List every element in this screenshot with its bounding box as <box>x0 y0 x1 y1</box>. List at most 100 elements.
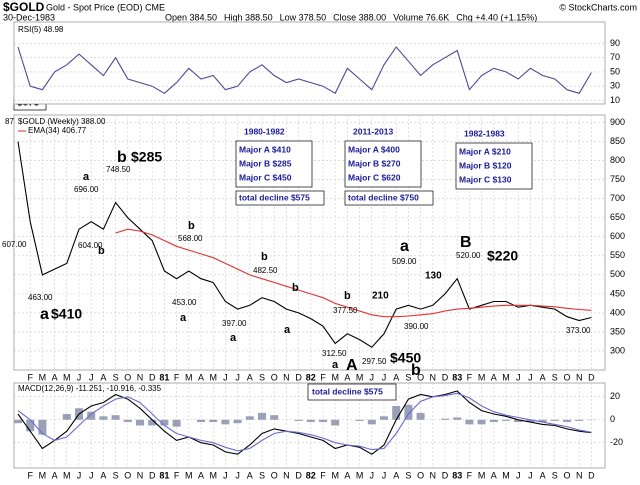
x-tick-label: 81 <box>159 470 169 480</box>
box <box>307 383 397 401</box>
box-line: Major B $285 <box>239 158 292 168</box>
y-tick-label: 800 <box>610 155 625 165</box>
x-tick-label: J <box>370 470 375 480</box>
y-tick-label: 900 <box>610 117 625 127</box>
x-tick-label: S <box>405 470 411 480</box>
x-tick-label: S <box>113 470 119 480</box>
y-tick-label: 300 <box>610 345 625 355</box>
histogram-bar <box>26 419 35 432</box>
histogram-bar <box>319 419 327 423</box>
y-tick-label: 750 <box>610 174 625 184</box>
legend-macd: MACD(12,26,9) -11.251, -10.916, -0.335 <box>18 384 162 393</box>
stat: Low 378.50 <box>280 12 327 22</box>
histogram-bar <box>575 419 584 421</box>
box-line: Major B $270 <box>348 158 401 168</box>
y-tick-label: 700 <box>610 193 625 203</box>
annotation: a <box>83 171 90 183</box>
x-tick-label: M <box>356 470 364 480</box>
annotation: 373.00 <box>566 326 591 335</box>
x-tick-label: M <box>209 470 217 480</box>
stat: Open 384.50 <box>165 12 217 22</box>
annotation: 509.00 <box>392 257 417 266</box>
series-line <box>17 392 592 452</box>
x-tick-label: J <box>235 372 240 382</box>
x-tick-label: N <box>430 372 437 382</box>
histogram-bar <box>14 419 22 424</box>
histogram-bar <box>136 419 144 426</box>
x-tick-label: A <box>393 470 399 480</box>
x-tick-label: J <box>223 372 228 382</box>
peak-partial: 87 <box>5 117 14 126</box>
x-tick-label: A <box>100 372 106 382</box>
y-tick-label: 90 <box>610 38 620 48</box>
annotation: b <box>344 290 351 302</box>
x-tick-label: J <box>382 470 387 480</box>
histogram-bar <box>550 419 559 421</box>
annotation: $220 <box>487 248 518 264</box>
x-tick-label: M <box>356 372 364 382</box>
y-tick-label: 400 <box>610 307 625 317</box>
x-tick-label: O <box>563 372 570 382</box>
histogram-bar <box>514 419 523 423</box>
x-tick-label: F <box>467 470 473 480</box>
x-tick-label: D <box>442 372 449 382</box>
histogram-bar <box>502 419 510 421</box>
symbol: $GOLD <box>3 0 45 14</box>
x-tick-label: M <box>39 470 47 480</box>
x-tick-label: 82 <box>306 470 316 480</box>
histogram-bar <box>465 419 474 425</box>
annotation: 453.00 <box>172 298 197 307</box>
x-tick-label: M <box>39 372 47 382</box>
x-tick-label: N <box>576 470 583 480</box>
stat: High 388.50 <box>224 12 273 22</box>
x-tick-label: 83 <box>452 470 462 480</box>
x-tick-label: J <box>370 372 375 382</box>
x-tick-label: N <box>576 372 583 382</box>
x-tick-label: J <box>77 470 82 480</box>
legend-price: $GOLD (Weekly) 388.00 <box>18 117 106 126</box>
histogram-bar <box>331 419 340 426</box>
box-line: Major C $620 <box>348 172 401 182</box>
histogram-bar <box>416 412 425 420</box>
box <box>344 140 422 188</box>
x-tick-label: M <box>502 372 510 382</box>
annotation: a <box>332 359 339 371</box>
histogram-bar <box>380 416 388 420</box>
stat: Volume 76.6K <box>393 12 449 22</box>
x-tick-label: N <box>137 372 144 382</box>
histogram-bar <box>538 419 547 423</box>
box-line: Major A $210 <box>459 146 511 156</box>
x-tick-label: O <box>271 372 278 382</box>
annotation: 568.00 <box>178 234 203 243</box>
stat: Chg +4.40 (+1.15%) <box>456 12 537 22</box>
annotation: 604.00 <box>78 241 103 250</box>
x-tick-label: A <box>491 470 497 480</box>
annotation: 397.00 <box>222 319 247 328</box>
x-tick-label: M <box>209 372 217 382</box>
annotation: 210 <box>372 291 389 302</box>
x-tick-label: M <box>331 372 339 382</box>
series-line <box>17 46 592 95</box>
x-tick-label: D <box>588 470 595 480</box>
x-tick-label: A <box>52 372 58 382</box>
legend-ema: EMA(34) 406.77 <box>28 126 87 135</box>
annotation: B <box>460 234 472 251</box>
annotation: $285 <box>131 149 162 165</box>
histogram-bar <box>123 419 132 423</box>
annotation: 696.00 <box>74 185 99 194</box>
annotation: 297.50 <box>362 357 387 366</box>
histogram-bar <box>197 419 205 423</box>
y-tick-label: 10 <box>610 95 620 105</box>
box-line: Major C $130 <box>459 174 512 184</box>
x-tick-label: F <box>174 470 180 480</box>
histogram-bar <box>148 419 157 426</box>
histogram-bar <box>172 419 181 427</box>
x-tick-label: D <box>149 470 156 480</box>
y-tick-label: -20 <box>610 437 623 447</box>
x-tick-label: A <box>344 470 350 480</box>
histogram-bar <box>221 419 230 425</box>
x-tick-label: N <box>430 470 437 480</box>
box-total: total decline $575 <box>239 192 310 202</box>
y-tick-label: 650 <box>610 212 625 222</box>
x-tick-label: F <box>320 470 326 480</box>
